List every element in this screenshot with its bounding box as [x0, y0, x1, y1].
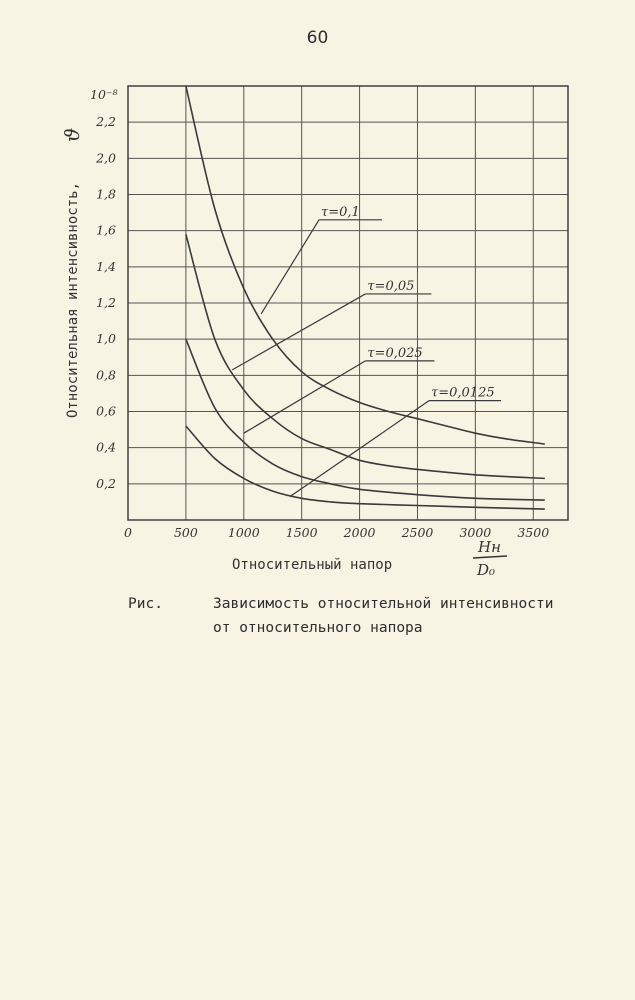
y-tick-label: 1,2	[96, 295, 116, 310]
curve-labels: τ=0,1 τ=0,05 τ=0,025 τ=0,0125	[321, 205, 495, 401]
y-axis-ticks: 0,2 0,4 0,6 0,8 1,0 1,2 1,4 1,6 1,8 2,0 2,2	[95, 114, 116, 491]
y-multiplier: 10⁻⁸	[90, 87, 118, 102]
x-tick-label: 0	[124, 525, 132, 540]
x-tick-label: 1000	[228, 525, 260, 540]
x-tick-label: 500	[174, 525, 198, 540]
page-number: 60	[306, 28, 329, 48]
y-tick-label: 0,4	[96, 440, 116, 455]
leader-line	[243, 360, 366, 434]
y-axis-label: Относительная интенсивность,	[65, 182, 81, 418]
y-tick-label: 0,6	[96, 404, 116, 419]
y-tick-label: 1,6	[96, 223, 116, 238]
curve-line	[185, 85, 545, 445]
x-tick-label: 2500	[401, 525, 434, 540]
curve-label: τ=0,025	[367, 346, 422, 361]
y-tick-label: 2,0	[95, 150, 116, 165]
leader-line	[260, 219, 320, 315]
leader-line	[231, 293, 366, 371]
chart-grid	[128, 86, 568, 520]
plot-frame	[127, 85, 569, 521]
y-tick-label: 1,4	[96, 259, 116, 274]
curve-label: τ=0,05	[367, 279, 414, 294]
x-tick-label: 3000	[459, 525, 491, 540]
x-fraction-numerator: Hн	[477, 538, 501, 556]
curve-label: τ=0,0125	[431, 386, 495, 401]
x-tick-label: 3500	[517, 525, 549, 540]
x-tick-label: 2000	[343, 525, 376, 540]
caption-prefix: Рис.	[128, 596, 163, 612]
y-axis-symbol: ϑ	[60, 128, 84, 142]
y-tick-label: 0,8	[96, 367, 116, 382]
chart-curves	[185, 85, 545, 510]
y-tick-label: 2,2	[95, 114, 116, 129]
x-axis-label: Относительный напор	[232, 557, 392, 573]
x-tick-label: 1500	[286, 525, 318, 540]
curve-line	[185, 338, 545, 501]
curve-line	[185, 425, 545, 510]
y-tick-label: 1,0	[96, 331, 116, 346]
relative-intensity-chart: 0 500 1000 1500 2000 2500 3000 3500 0,20,40,60,…	[60, 85, 569, 579]
y-tick-label: 0,2	[96, 476, 116, 491]
caption-line-1: Зависимость относительной интенсивности	[213, 596, 554, 612]
y-tick-label: 1,8	[96, 187, 116, 202]
curve-leaders	[231, 219, 502, 497]
leader-line	[289, 400, 430, 497]
curve-label: τ=0,1	[321, 205, 360, 220]
x-fraction-denominator: D₀	[476, 561, 495, 579]
caption-line-2: от относительного напора	[213, 620, 423, 636]
x-fraction-bar	[472, 555, 508, 559]
curve-line	[185, 234, 545, 480]
x-axis-ticks: 0 500 1000 1500 2000 2500 3000 3500	[124, 525, 549, 540]
